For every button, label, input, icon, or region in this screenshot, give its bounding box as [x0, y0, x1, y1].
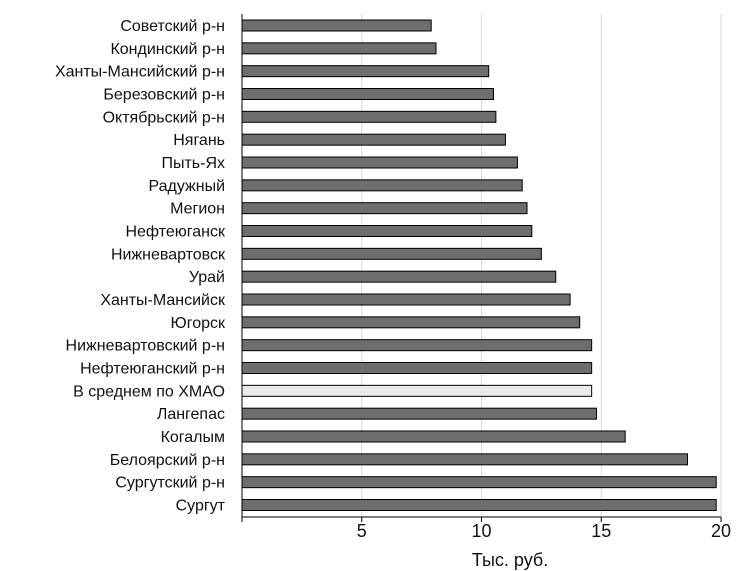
bar	[241, 19, 432, 32]
category-label: Сургут	[176, 498, 226, 515]
bar	[241, 65, 490, 78]
category-label: Нефтеюганск	[125, 224, 226, 241]
category-label: Пыть-Ях	[161, 155, 225, 172]
bar	[241, 453, 688, 466]
x-ticks: 5 10 15 20	[357, 517, 731, 541]
category-label: Лангепас	[157, 406, 225, 423]
category-label: Ханты-Мансийский р-н	[55, 64, 225, 81]
bar	[241, 362, 593, 374]
bar	[241, 110, 497, 123]
category-labels: Советский р-н Кондинский р-н Ханты-Мансийс…	[55, 18, 226, 515]
category-label: Нефтеюганский р-н	[80, 361, 225, 378]
category-label: Нижневартовский р-н	[66, 338, 225, 355]
category-label: Белоярский р-н	[110, 452, 225, 469]
bar	[241, 476, 717, 489]
bar	[241, 339, 593, 352]
bar	[241, 225, 533, 237]
x-tick-label: 10	[471, 521, 491, 541]
bar	[241, 407, 597, 420]
bar	[241, 42, 437, 55]
bar	[241, 384, 593, 397]
bar	[241, 293, 571, 306]
bar	[241, 156, 518, 169]
bar	[241, 247, 542, 260]
x-tick-label: 20	[711, 521, 731, 541]
category-label: Октябрьский р-н	[103, 109, 225, 126]
bar	[241, 270, 557, 283]
category-label: Нягань	[173, 132, 225, 149]
category-label: Мегион	[170, 201, 225, 218]
x-tick-label: 5	[357, 521, 367, 541]
category-label: Советский р-н	[120, 18, 225, 35]
category-label: Радужный	[148, 178, 225, 195]
x-tick-label: 15	[591, 521, 611, 541]
category-label: Ханты-Мансийск	[100, 292, 226, 309]
category-label: В среднем по ХМАО	[73, 383, 225, 400]
category-label: Сургутский р-н	[115, 475, 225, 492]
bar	[241, 179, 523, 192]
category-label: Нижневартовск	[111, 246, 226, 263]
x-axis-title: Тыс. руб.	[472, 550, 548, 570]
category-label: Урай	[189, 269, 225, 286]
category-label: Кондинский р-н	[110, 41, 225, 58]
bar	[241, 202, 528, 215]
bars	[241, 19, 717, 511]
bar	[241, 88, 494, 100]
category-label: Березовский р-н	[103, 87, 225, 104]
bar	[241, 499, 717, 511]
category-label: Югорск	[171, 315, 226, 332]
bar	[241, 133, 506, 146]
bar	[241, 430, 626, 443]
bar	[241, 316, 581, 329]
category-label: Когалым	[161, 429, 225, 446]
